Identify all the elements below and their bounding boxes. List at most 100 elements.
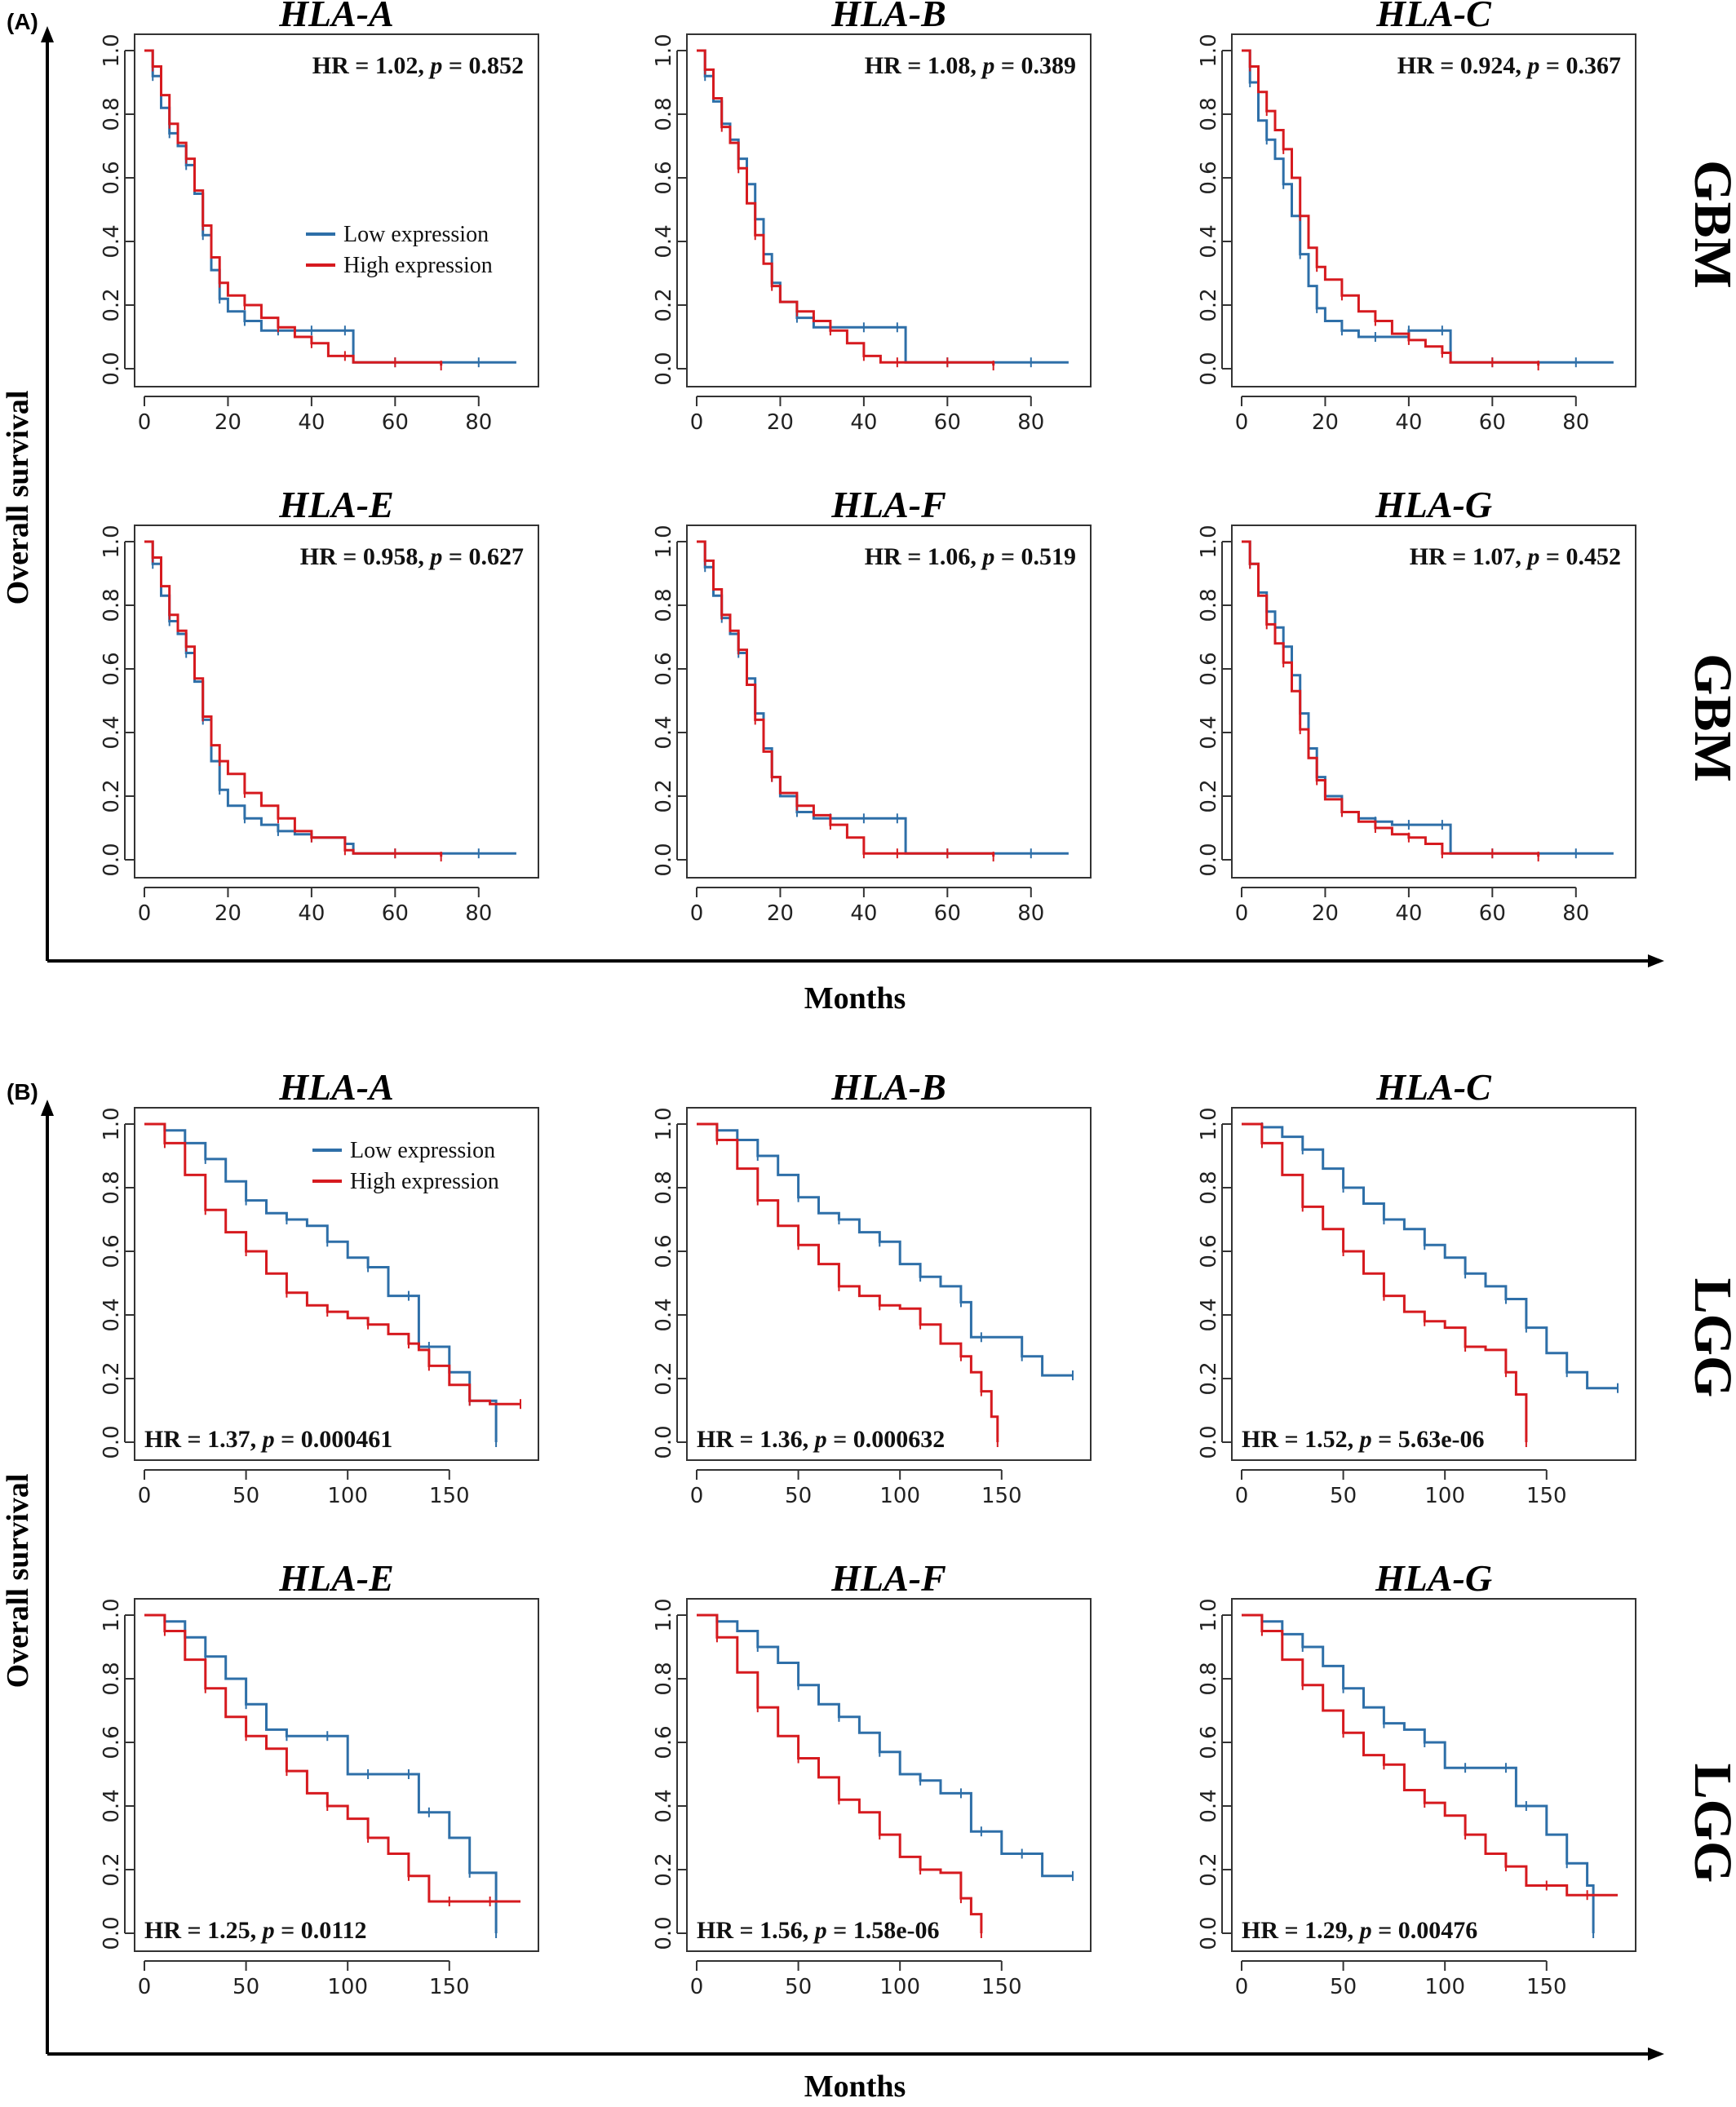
- km-plot-hla-f-a: HLA-F 0.0 0.2 0.4 0.6 0.8 1.0 0 20 40 60 80 HR = 1.0…: [652, 484, 1092, 926]
- high-expression-curve: [144, 49, 443, 366]
- x-tick-label: 20: [1312, 901, 1339, 926]
- x-tick-label: 60: [934, 901, 961, 926]
- x-tick-label: 0: [1235, 410, 1249, 435]
- x-tick-label: 100: [879, 1484, 920, 1508]
- legend-low-label: Low expression: [350, 1138, 495, 1163]
- x-tick-label: 20: [767, 410, 794, 435]
- x-tick-label: 50: [785, 1484, 812, 1508]
- y-tick-label: 1.0: [652, 1598, 676, 1631]
- low-expression-curve: [697, 1122, 1073, 1377]
- high-expression-curve: [144, 1613, 520, 1903]
- plot-title: HLA-F: [830, 484, 946, 525]
- y-tick-label: 0.0: [1197, 843, 1221, 876]
- section-a-x-arrowhead: [1648, 954, 1664, 967]
- y-tick-label: 1.0: [100, 525, 124, 558]
- plot-frame: [686, 33, 1092, 387]
- low-expression-curve: [144, 1613, 498, 1933]
- y-tick-label: 0.0: [652, 843, 676, 876]
- high-expression-curve: [697, 540, 995, 857]
- x-tick-label: 150: [1526, 1975, 1567, 1999]
- y-tick-label: 0.2: [100, 1852, 124, 1886]
- y-tick-label: 1.0: [1197, 1107, 1221, 1140]
- plot-title: HLA-A: [278, 0, 394, 34]
- plot-title: HLA-E: [278, 1557, 394, 1599]
- plot-frame: [1231, 33, 1636, 387]
- y-tick-label: 0.4: [1197, 224, 1221, 258]
- y-tick-label: 0.8: [100, 588, 124, 622]
- low-expression-curve: [144, 540, 516, 855]
- hr-annotation: HR = 1.36, p = 0.000632: [697, 1426, 945, 1453]
- km-plot-hla-c-a: HLA-C 0.0 0.2 0.4 0.6 0.8 1.0 0 20 40 60 80 HR = 0.9…: [1197, 0, 1636, 435]
- high-expression-curve: [697, 49, 995, 366]
- y-tick-label: 0.6: [652, 1725, 676, 1759]
- plot-title: HLA-C: [1375, 1066, 1492, 1108]
- plot-title: HLA-G: [1375, 484, 1492, 525]
- section-b-y-arrowhead: [41, 1100, 54, 1116]
- hr-annotation: HR = 1.08, p = 0.389: [865, 52, 1076, 79]
- high-expression-curve: [1242, 1613, 1618, 1897]
- section-b-cancer-label-bottom: LGG: [1683, 1764, 1736, 1883]
- x-tick-label: 60: [382, 901, 409, 926]
- y-tick-label: 1.0: [100, 33, 124, 67]
- x-tick-label: 100: [1424, 1975, 1465, 1999]
- plot-title: HLA-G: [1375, 1557, 1492, 1599]
- x-tick-label: 50: [232, 1484, 259, 1508]
- legend: Low expression High expression: [306, 222, 493, 278]
- y-tick-label: 1.0: [100, 1598, 124, 1631]
- km-plot-hla-a-b: HLA-A 0.0 0.2 0.4 0.6 0.8 1.0 0 50 100 150 HR = 1.3…: [100, 1066, 539, 1508]
- high-expression-curve: [1242, 540, 1540, 857]
- hr-annotation: HR = 0.958, p = 0.627: [300, 543, 524, 570]
- y-tick-label: 0.8: [1197, 1171, 1221, 1204]
- y-tick-label: 0.8: [1197, 588, 1221, 622]
- hr-annotation: HR = 1.52, p = 5.63e-06: [1242, 1426, 1485, 1453]
- plot-title: HLA-C: [1375, 0, 1492, 34]
- y-tick-label: 0.0: [1197, 1425, 1221, 1459]
- y-tick-label: 0.0: [100, 352, 124, 385]
- x-tick-label: 100: [879, 1975, 920, 1999]
- plot-frame: [134, 1107, 539, 1461]
- legend-high-label: High expression: [343, 253, 493, 278]
- low-expression-curve: [697, 1613, 1073, 1878]
- x-tick-label: 100: [1424, 1484, 1465, 1508]
- x-tick-label: 20: [215, 410, 241, 435]
- hr-annotation: HR = 1.29, p = 0.00476: [1242, 1917, 1477, 1944]
- x-tick-label: 100: [327, 1975, 368, 1999]
- y-tick-label: 0.2: [1197, 779, 1221, 812]
- x-tick-label: 40: [850, 410, 877, 435]
- y-tick-label: 0.6: [1197, 652, 1221, 685]
- y-tick-label: 0.0: [100, 843, 124, 876]
- section-b: (B) Overall survival Months LGG LGG: [1, 1079, 1736, 2104]
- y-tick-label: 0.8: [652, 1662, 676, 1695]
- x-tick-label: 40: [298, 410, 325, 435]
- x-tick-label: 150: [429, 1975, 470, 1999]
- section-a-xlabel: Months: [804, 981, 906, 1016]
- x-tick-label: 150: [1526, 1484, 1567, 1508]
- x-tick-label: 50: [1330, 1484, 1357, 1508]
- x-tick-label: 0: [138, 1484, 152, 1508]
- y-tick-label: 0.0: [100, 1916, 124, 1950]
- high-expression-curve: [144, 1122, 520, 1405]
- y-tick-label: 1.0: [652, 33, 676, 67]
- x-tick-label: 0: [1235, 1484, 1249, 1508]
- high-expression-curve: [697, 1122, 999, 1442]
- y-tick-label: 0.2: [1197, 1852, 1221, 1886]
- plot-frame: [134, 33, 539, 387]
- y-tick-label: 0.4: [100, 1789, 124, 1822]
- hr-annotation: HR = 1.56, p = 1.58e-06: [697, 1917, 940, 1944]
- hr-annotation: HR = 1.02, p = 0.852: [312, 52, 524, 79]
- x-tick-label: 60: [382, 410, 409, 435]
- plot-title: HLA-E: [278, 484, 394, 525]
- high-expression-curve: [144, 540, 443, 857]
- x-tick-label: 150: [981, 1484, 1022, 1508]
- km-plot-hla-e-b: HLA-E 0.0 0.2 0.4 0.6 0.8 1.0 0 50 100 150 HR = 1.2…: [100, 1557, 539, 1999]
- plot-frame: [686, 1598, 1092, 1952]
- high-expression-curve: [1242, 1122, 1528, 1442]
- y-tick-label: 0.0: [1197, 1916, 1221, 1950]
- y-tick-label: 0.4: [652, 1298, 676, 1331]
- y-tick-label: 0.2: [1197, 288, 1221, 321]
- y-tick-label: 0.6: [100, 652, 124, 685]
- plot-title: HLA-B: [830, 0, 946, 34]
- km-plot-hla-g-a: HLA-G 0.0 0.2 0.4 0.6 0.8 1.0 0 20 40 60 80 HR = 1.0…: [1197, 484, 1636, 926]
- section-b-cancer-label-top: LGG: [1683, 1278, 1736, 1398]
- hr-annotation: HR = 1.37, p = 0.000461: [144, 1426, 392, 1453]
